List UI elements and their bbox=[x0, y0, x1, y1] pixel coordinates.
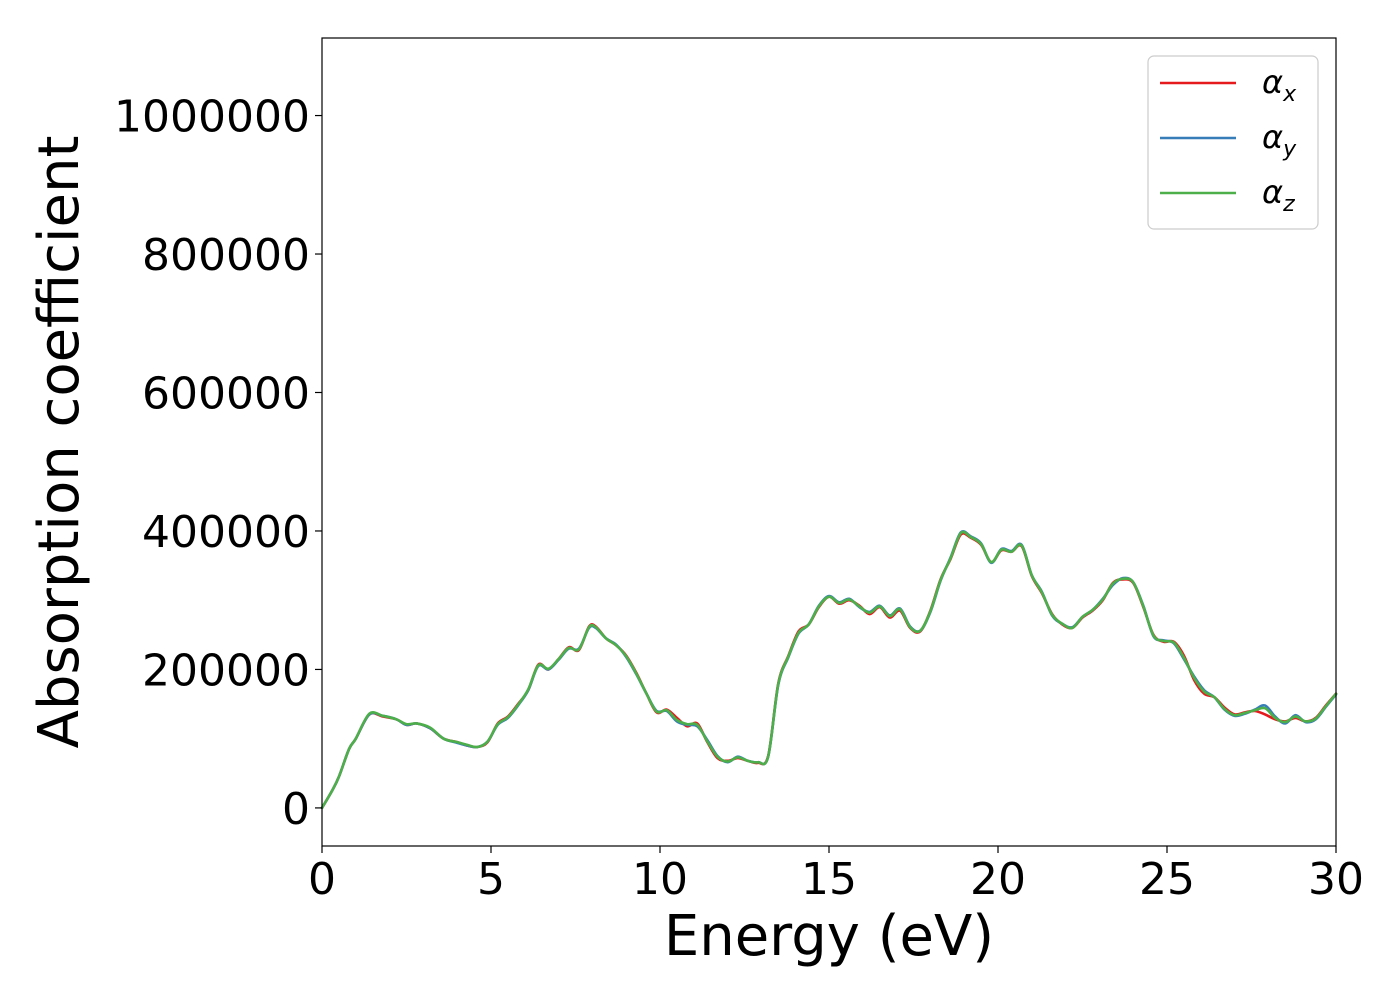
y-tick-label: 600000 bbox=[142, 368, 310, 419]
x-tick-label: 0 bbox=[308, 854, 336, 905]
x-tick-label: 5 bbox=[477, 854, 505, 905]
x-tick-label: 20 bbox=[970, 854, 1026, 905]
y-axis-ticks: 0 200000 400000 600000 800000 1000000 bbox=[114, 92, 322, 835]
y-axis-title: Absorption coefficient bbox=[27, 136, 92, 749]
x-tick-label: 15 bbox=[801, 854, 857, 905]
legend-box bbox=[1147, 55, 1319, 230]
y-tick-label: 0 bbox=[282, 784, 310, 835]
x-tick-label: 25 bbox=[1139, 854, 1195, 905]
x-tick-label: 10 bbox=[632, 854, 688, 905]
series-layer bbox=[320, 529, 1338, 810]
series-line-z bbox=[320, 530, 1338, 810]
x-axis-title: Energy (eV) bbox=[664, 904, 994, 969]
y-tick-label: 800000 bbox=[142, 230, 310, 281]
y-tick-label: 200000 bbox=[142, 645, 310, 696]
y-tick-label: 400000 bbox=[142, 507, 310, 558]
x-tick-label: 30 bbox=[1308, 854, 1364, 905]
y-tick-label: 1000000 bbox=[114, 92, 310, 143]
x-axis-ticks: 0 5 10 15 20 25 30 bbox=[308, 846, 1364, 905]
